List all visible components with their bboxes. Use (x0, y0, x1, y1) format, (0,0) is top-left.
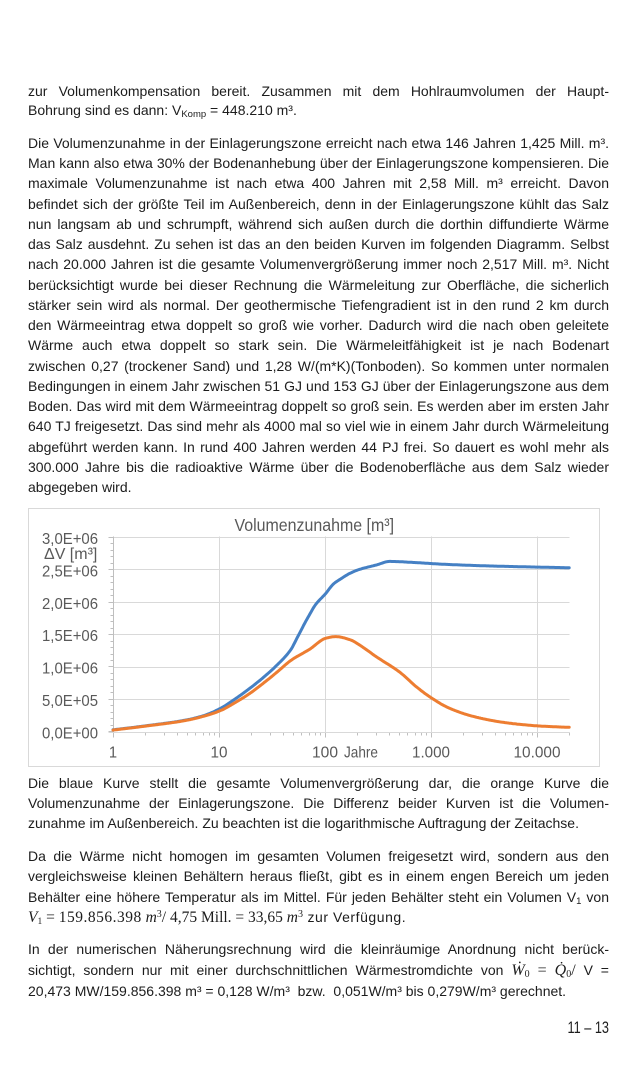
svg-text:1: 1 (109, 745, 117, 762)
svg-text:3,0E+06: 3,0E+06 (42, 531, 98, 548)
svg-text:ΔV [m³]: ΔV [m³] (44, 546, 97, 563)
svg-text:0,0E+00: 0,0E+00 (42, 725, 98, 742)
svg-text:5,0E+05: 5,0E+05 (42, 693, 98, 710)
svg-text:Volumenzunahme [m³]: Volumenzunahme [m³] (235, 515, 395, 535)
svg-text:Jahre: Jahre (344, 745, 378, 762)
svg-text:11 – 13: 11 – 13 (568, 1019, 610, 1037)
svg-text:1,5E+06: 1,5E+06 (42, 628, 98, 645)
svg-text:100: 100 (312, 745, 338, 762)
svg-text:2,0E+06: 2,0E+06 (42, 596, 98, 613)
svg-text:1,0E+06: 1,0E+06 (42, 661, 98, 678)
svg-text:10.000: 10.000 (514, 745, 561, 762)
svg-text:1.000: 1.000 (412, 745, 450, 762)
svg-text:2,5E+06: 2,5E+06 (42, 563, 98, 580)
svg-text:10: 10 (211, 745, 228, 762)
